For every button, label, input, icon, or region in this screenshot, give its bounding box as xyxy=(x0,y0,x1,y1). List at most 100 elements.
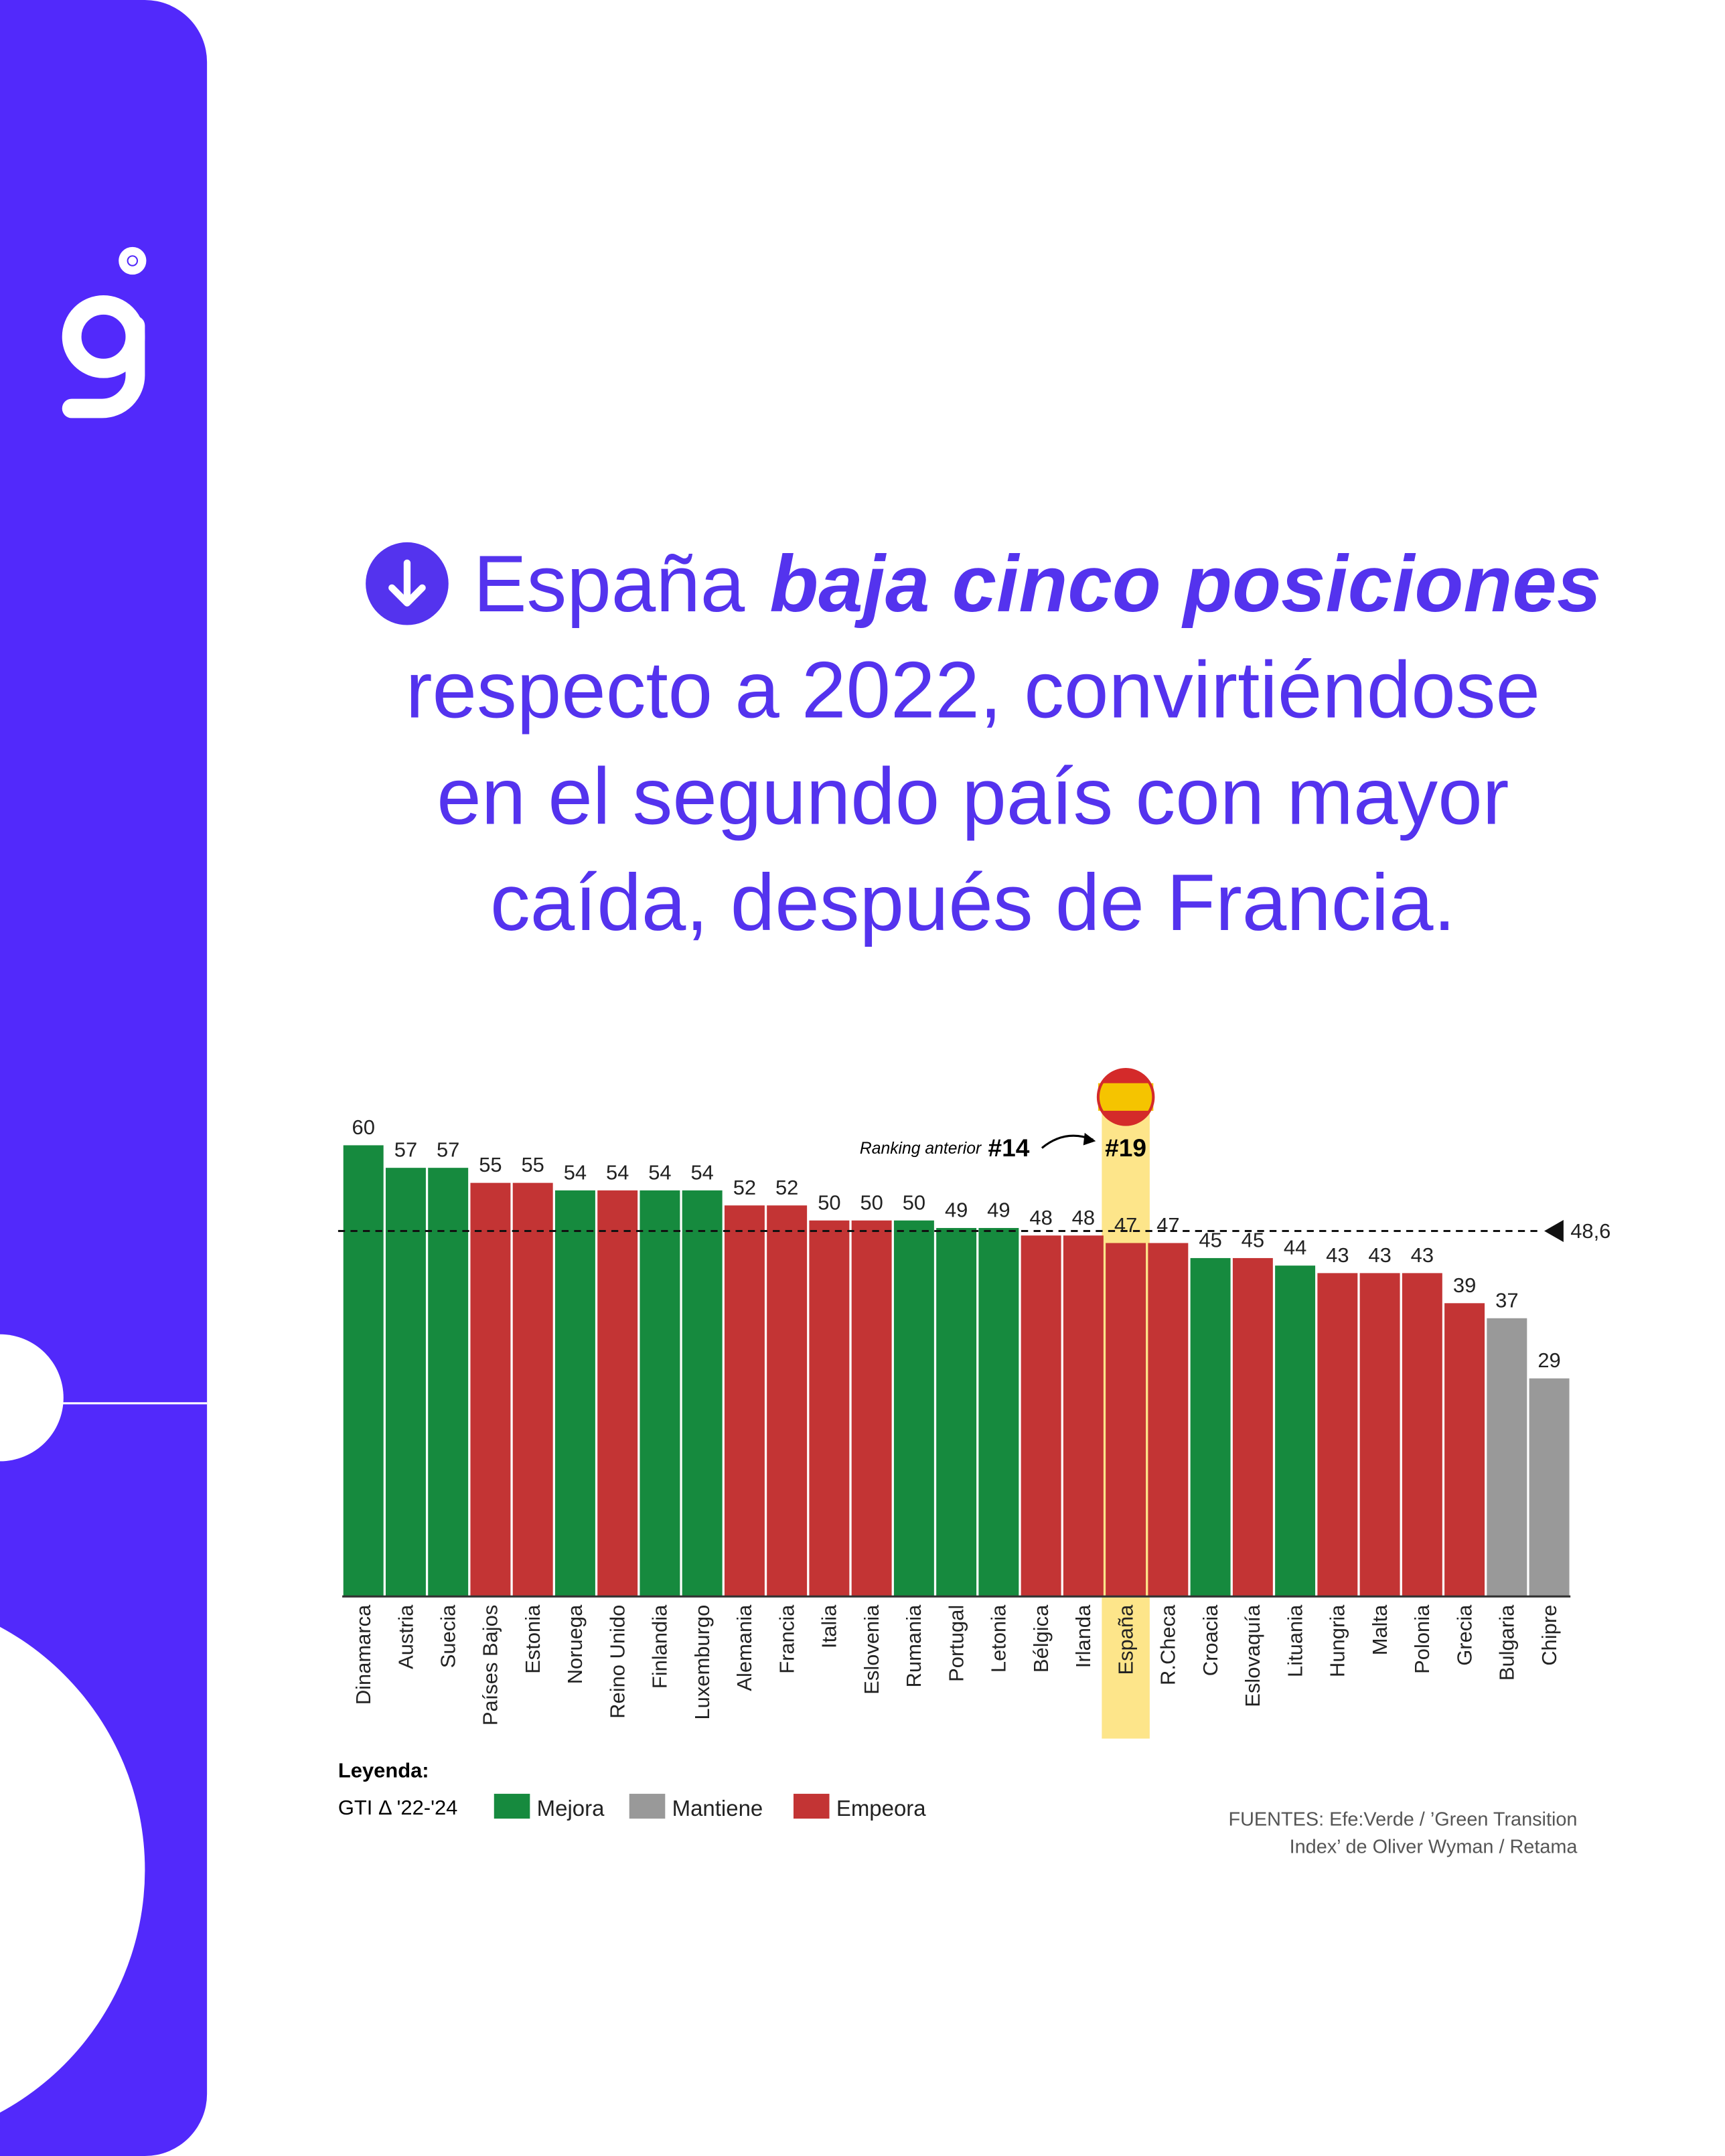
bar xyxy=(640,1190,680,1597)
bar xyxy=(1487,1318,1527,1597)
previous-rank: #14 xyxy=(988,1134,1029,1162)
category-label: Italia xyxy=(818,1604,841,1648)
legend-label: Mantiene xyxy=(672,1796,763,1821)
bar xyxy=(978,1228,1019,1597)
value-label: 55 xyxy=(521,1153,544,1176)
category-label: Malta xyxy=(1368,1604,1392,1655)
bar xyxy=(1063,1235,1104,1597)
bar xyxy=(1232,1257,1273,1597)
source: FUENTES: Efe:Verde / ’Green Transition xyxy=(1228,1808,1577,1830)
headline-line: caída, después de Francia. xyxy=(490,858,1456,947)
category-label: Suecia xyxy=(436,1604,459,1668)
bar xyxy=(428,1168,469,1597)
bar xyxy=(936,1228,977,1597)
rank: #19 xyxy=(1105,1134,1146,1162)
category-label: Polonia xyxy=(1410,1604,1434,1674)
value-label: 48 xyxy=(1029,1206,1052,1229)
legend-label: Mejora xyxy=(537,1796,605,1821)
bar xyxy=(1021,1235,1061,1597)
value-label: 49 xyxy=(945,1199,968,1222)
value-label: 55 xyxy=(479,1153,502,1176)
bar xyxy=(1444,1303,1485,1597)
category-label: Rumania xyxy=(902,1604,925,1687)
bar xyxy=(343,1145,384,1597)
value-label: 48 xyxy=(1072,1206,1095,1229)
category-label: Dinamarca xyxy=(352,1604,375,1705)
value-label: 43 xyxy=(1368,1243,1391,1267)
bar xyxy=(851,1220,892,1597)
category-label: Eslovenia xyxy=(860,1604,883,1695)
headline-line: respecto a 2022, convirtiéndose xyxy=(406,646,1540,735)
category-label: Chipre xyxy=(1538,1605,1561,1666)
cutout xyxy=(0,1334,64,1462)
value-label: 57 xyxy=(437,1138,459,1162)
category-label: Portugal xyxy=(944,1605,968,1682)
legend-swatch xyxy=(793,1794,830,1819)
category-label: Lituania xyxy=(1283,1604,1306,1677)
bar xyxy=(1275,1265,1316,1597)
category-label: Hungria xyxy=(1326,1604,1349,1677)
value-label: 47 xyxy=(1156,1213,1179,1237)
source: Index’ de Oliver Wyman / Retama xyxy=(1290,1837,1578,1858)
bar xyxy=(470,1182,511,1597)
value-label: 57 xyxy=(394,1138,417,1162)
category-label: Noruega xyxy=(563,1604,587,1684)
bar xyxy=(385,1168,426,1597)
arrow-head xyxy=(1083,1132,1096,1146)
logo-dot xyxy=(119,246,147,275)
category-label: Francia xyxy=(775,1604,798,1674)
headline-line: España baja cinco posiciones xyxy=(473,540,1601,629)
category-label: Letonia xyxy=(987,1604,1010,1673)
down-icon xyxy=(366,542,449,625)
value-label: 52 xyxy=(733,1176,756,1199)
chart: #19 #14 Ranking anterior 60 Dinamarca 57 Austr… xyxy=(338,1068,1610,1821)
bar xyxy=(767,1205,808,1597)
legend-swatch xyxy=(629,1794,666,1819)
side-band xyxy=(0,0,208,2156)
value-label: 50 xyxy=(818,1190,840,1214)
bar xyxy=(512,1182,553,1597)
bar xyxy=(1402,1273,1442,1597)
bar xyxy=(1359,1273,1400,1597)
value-label: 50 xyxy=(903,1190,925,1214)
value-label: 45 xyxy=(1242,1228,1264,1251)
reference-marker xyxy=(1544,1220,1564,1242)
category-label: R.Checa xyxy=(1156,1604,1180,1685)
legend-subtitle: GTI Δ '22-'24 xyxy=(338,1796,457,1819)
category-label: Grecia xyxy=(1452,1604,1476,1666)
cutout xyxy=(0,1626,145,2112)
category-label: España xyxy=(1114,1604,1137,1675)
value-label: 45 xyxy=(1199,1228,1221,1251)
value-label: 37 xyxy=(1495,1288,1518,1312)
bar xyxy=(1317,1273,1358,1597)
value-label: 43 xyxy=(1326,1243,1349,1267)
category-label: Irlanda xyxy=(1071,1604,1095,1668)
icon-arrow xyxy=(388,559,426,607)
value-label: 60 xyxy=(352,1115,375,1139)
value-label: 54 xyxy=(606,1160,629,1184)
headline-lead: España xyxy=(473,540,745,629)
bar xyxy=(682,1190,723,1597)
reference-label: 48,6 xyxy=(1570,1219,1610,1243)
value-label: 44 xyxy=(1284,1236,1306,1259)
legend-swatch xyxy=(494,1794,530,1819)
flag-stripe xyxy=(1098,1083,1154,1111)
bar xyxy=(809,1220,850,1597)
value-label: 54 xyxy=(690,1160,713,1184)
category-label: Bulgaria xyxy=(1495,1604,1519,1681)
bar xyxy=(1529,1378,1570,1597)
category-label: Croacia xyxy=(1199,1604,1222,1676)
legend-label: Empeora xyxy=(836,1796,926,1821)
logo xyxy=(62,246,147,418)
category-label: Eslovaquía xyxy=(1241,1604,1264,1707)
value-label: 29 xyxy=(1538,1349,1560,1372)
legend-title: Leyenda: xyxy=(338,1758,429,1782)
bar xyxy=(724,1205,765,1597)
value-label: 54 xyxy=(564,1160,587,1184)
headline-emphasis: baja cinco posiciones xyxy=(769,540,1601,629)
value-label: 50 xyxy=(860,1190,883,1214)
value-label: 49 xyxy=(987,1199,1010,1222)
